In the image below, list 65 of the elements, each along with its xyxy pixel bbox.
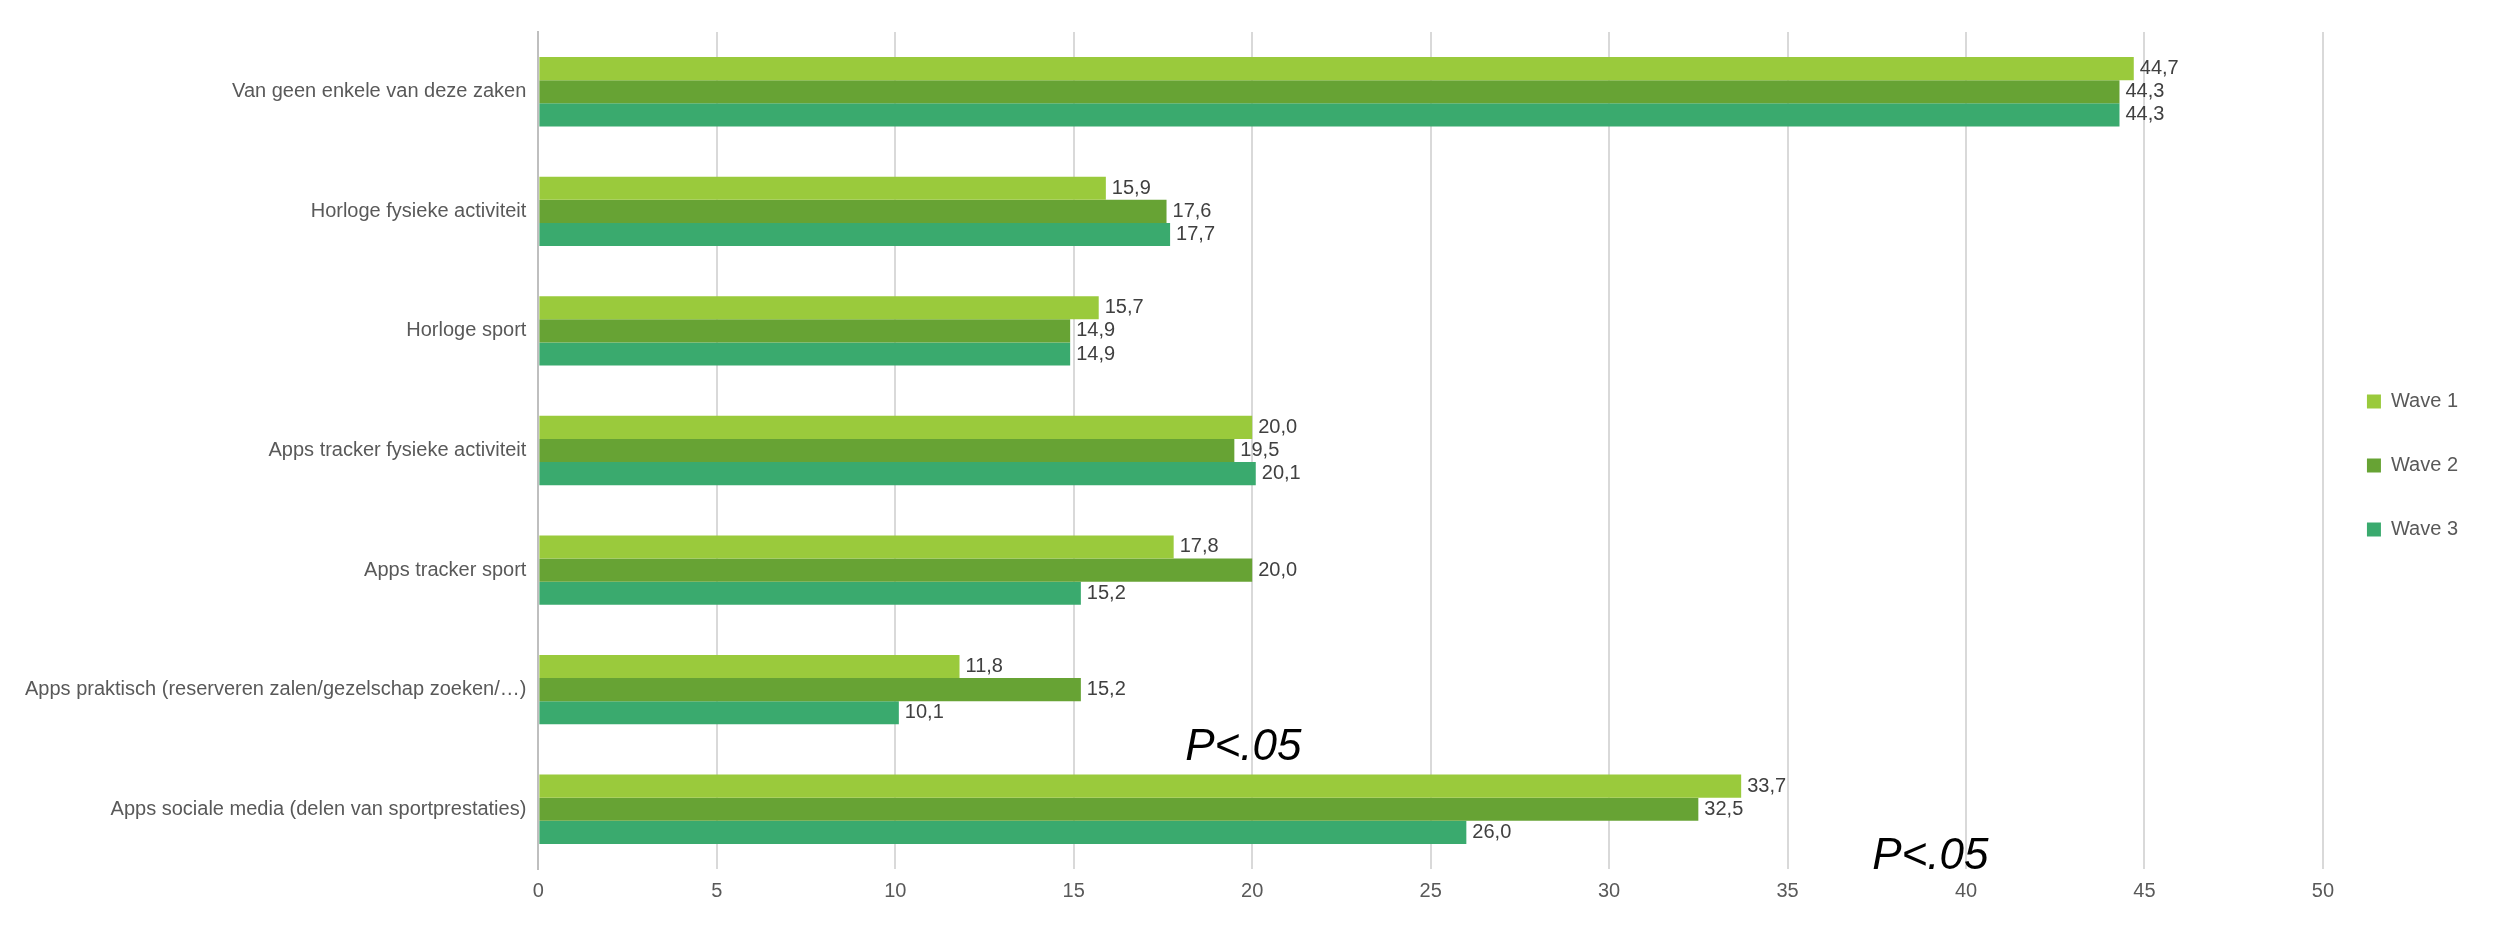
legend-label: Wave 3 (2390, 517, 2458, 540)
x-tick-label: 50 (2311, 878, 2335, 901)
bar (539, 222, 1171, 247)
x-tick-label: 0 (532, 878, 544, 901)
y-tick-label: Apps tracker fysieke activiteit (268, 438, 527, 461)
x-tick-label: 35 (1776, 878, 1799, 901)
data-label: 15,2 (1086, 677, 1126, 700)
data-label: 10,1 (904, 700, 944, 723)
bar (539, 57, 2134, 81)
bar (539, 654, 960, 679)
bar (539, 701, 899, 725)
data-label: 20,0 (1258, 557, 1298, 580)
bar (539, 797, 1699, 821)
data-label: 44,3 (2125, 102, 2165, 125)
y-tick-label: Apps praktisch (reserveren zalen/gezelschap zoeken/…) (25, 677, 527, 700)
x-tick-label: 45 (2133, 878, 2156, 901)
y-tick-label: Apps tracker sport (364, 557, 527, 580)
x-tick-label: 40 (1954, 878, 1978, 901)
data-label: 32,5 (1704, 796, 1744, 819)
x-tick-label: 30 (1597, 878, 1621, 901)
legend-label: Wave 2 (2390, 453, 2458, 476)
bar (539, 199, 1167, 223)
data-label: 44,7 (2139, 56, 2179, 79)
bar (539, 581, 1081, 605)
x-tick-label: 10 (884, 878, 907, 901)
data-label: 26,0 (1472, 819, 1512, 842)
data-label: 17,7 (1176, 221, 1216, 244)
x-tick-label: 25 (1419, 878, 1442, 901)
bar (539, 80, 2120, 104)
data-label: 11,8 (965, 654, 1003, 677)
data-label: 44,3 (2125, 79, 2165, 102)
data-label: 14,9 (1076, 341, 1116, 364)
data-label: 15,9 (1111, 175, 1151, 198)
data-label: 20,1 (1261, 461, 1301, 484)
data-label: 15,7 (1104, 295, 1144, 318)
bar (539, 342, 1071, 366)
data-label: 17,6 (1172, 198, 1212, 221)
data-label: 20,0 (1258, 414, 1298, 437)
annotation: P<.05 (1872, 828, 1989, 878)
x-tick-label: 20 (1241, 878, 1264, 901)
bar (539, 820, 1467, 844)
y-tick-label: Horloge fysieke activiteit (310, 198, 527, 221)
y-tick-label: Van geen enkele van deze zaken (232, 79, 527, 102)
bar (539, 558, 1253, 582)
bar (539, 438, 1235, 463)
bar (539, 774, 1742, 798)
bar (539, 678, 1081, 702)
data-label: 19,5 (1240, 438, 1280, 461)
x-tick-label: 15 (1062, 878, 1085, 901)
bar (539, 103, 2120, 127)
data-label: 33,7 (1747, 773, 1787, 796)
y-tick-label: Apps sociale media (delen van sportprestaties) (110, 796, 527, 819)
bar (539, 535, 1174, 559)
bar (539, 319, 1071, 343)
bar (539, 176, 1106, 200)
data-label: 17,8 (1179, 534, 1219, 557)
x-tick-label: 5 (711, 878, 723, 901)
bar (539, 462, 1256, 486)
bar (539, 296, 1099, 320)
y-tick-label: Horloge sport (406, 318, 527, 341)
data-label: 15,2 (1086, 580, 1126, 603)
bar (539, 415, 1253, 439)
annotation: P<.05 (1185, 719, 1302, 769)
data-label: 14,9 (1076, 318, 1116, 341)
legend-label: Wave 1 (2390, 389, 2458, 412)
